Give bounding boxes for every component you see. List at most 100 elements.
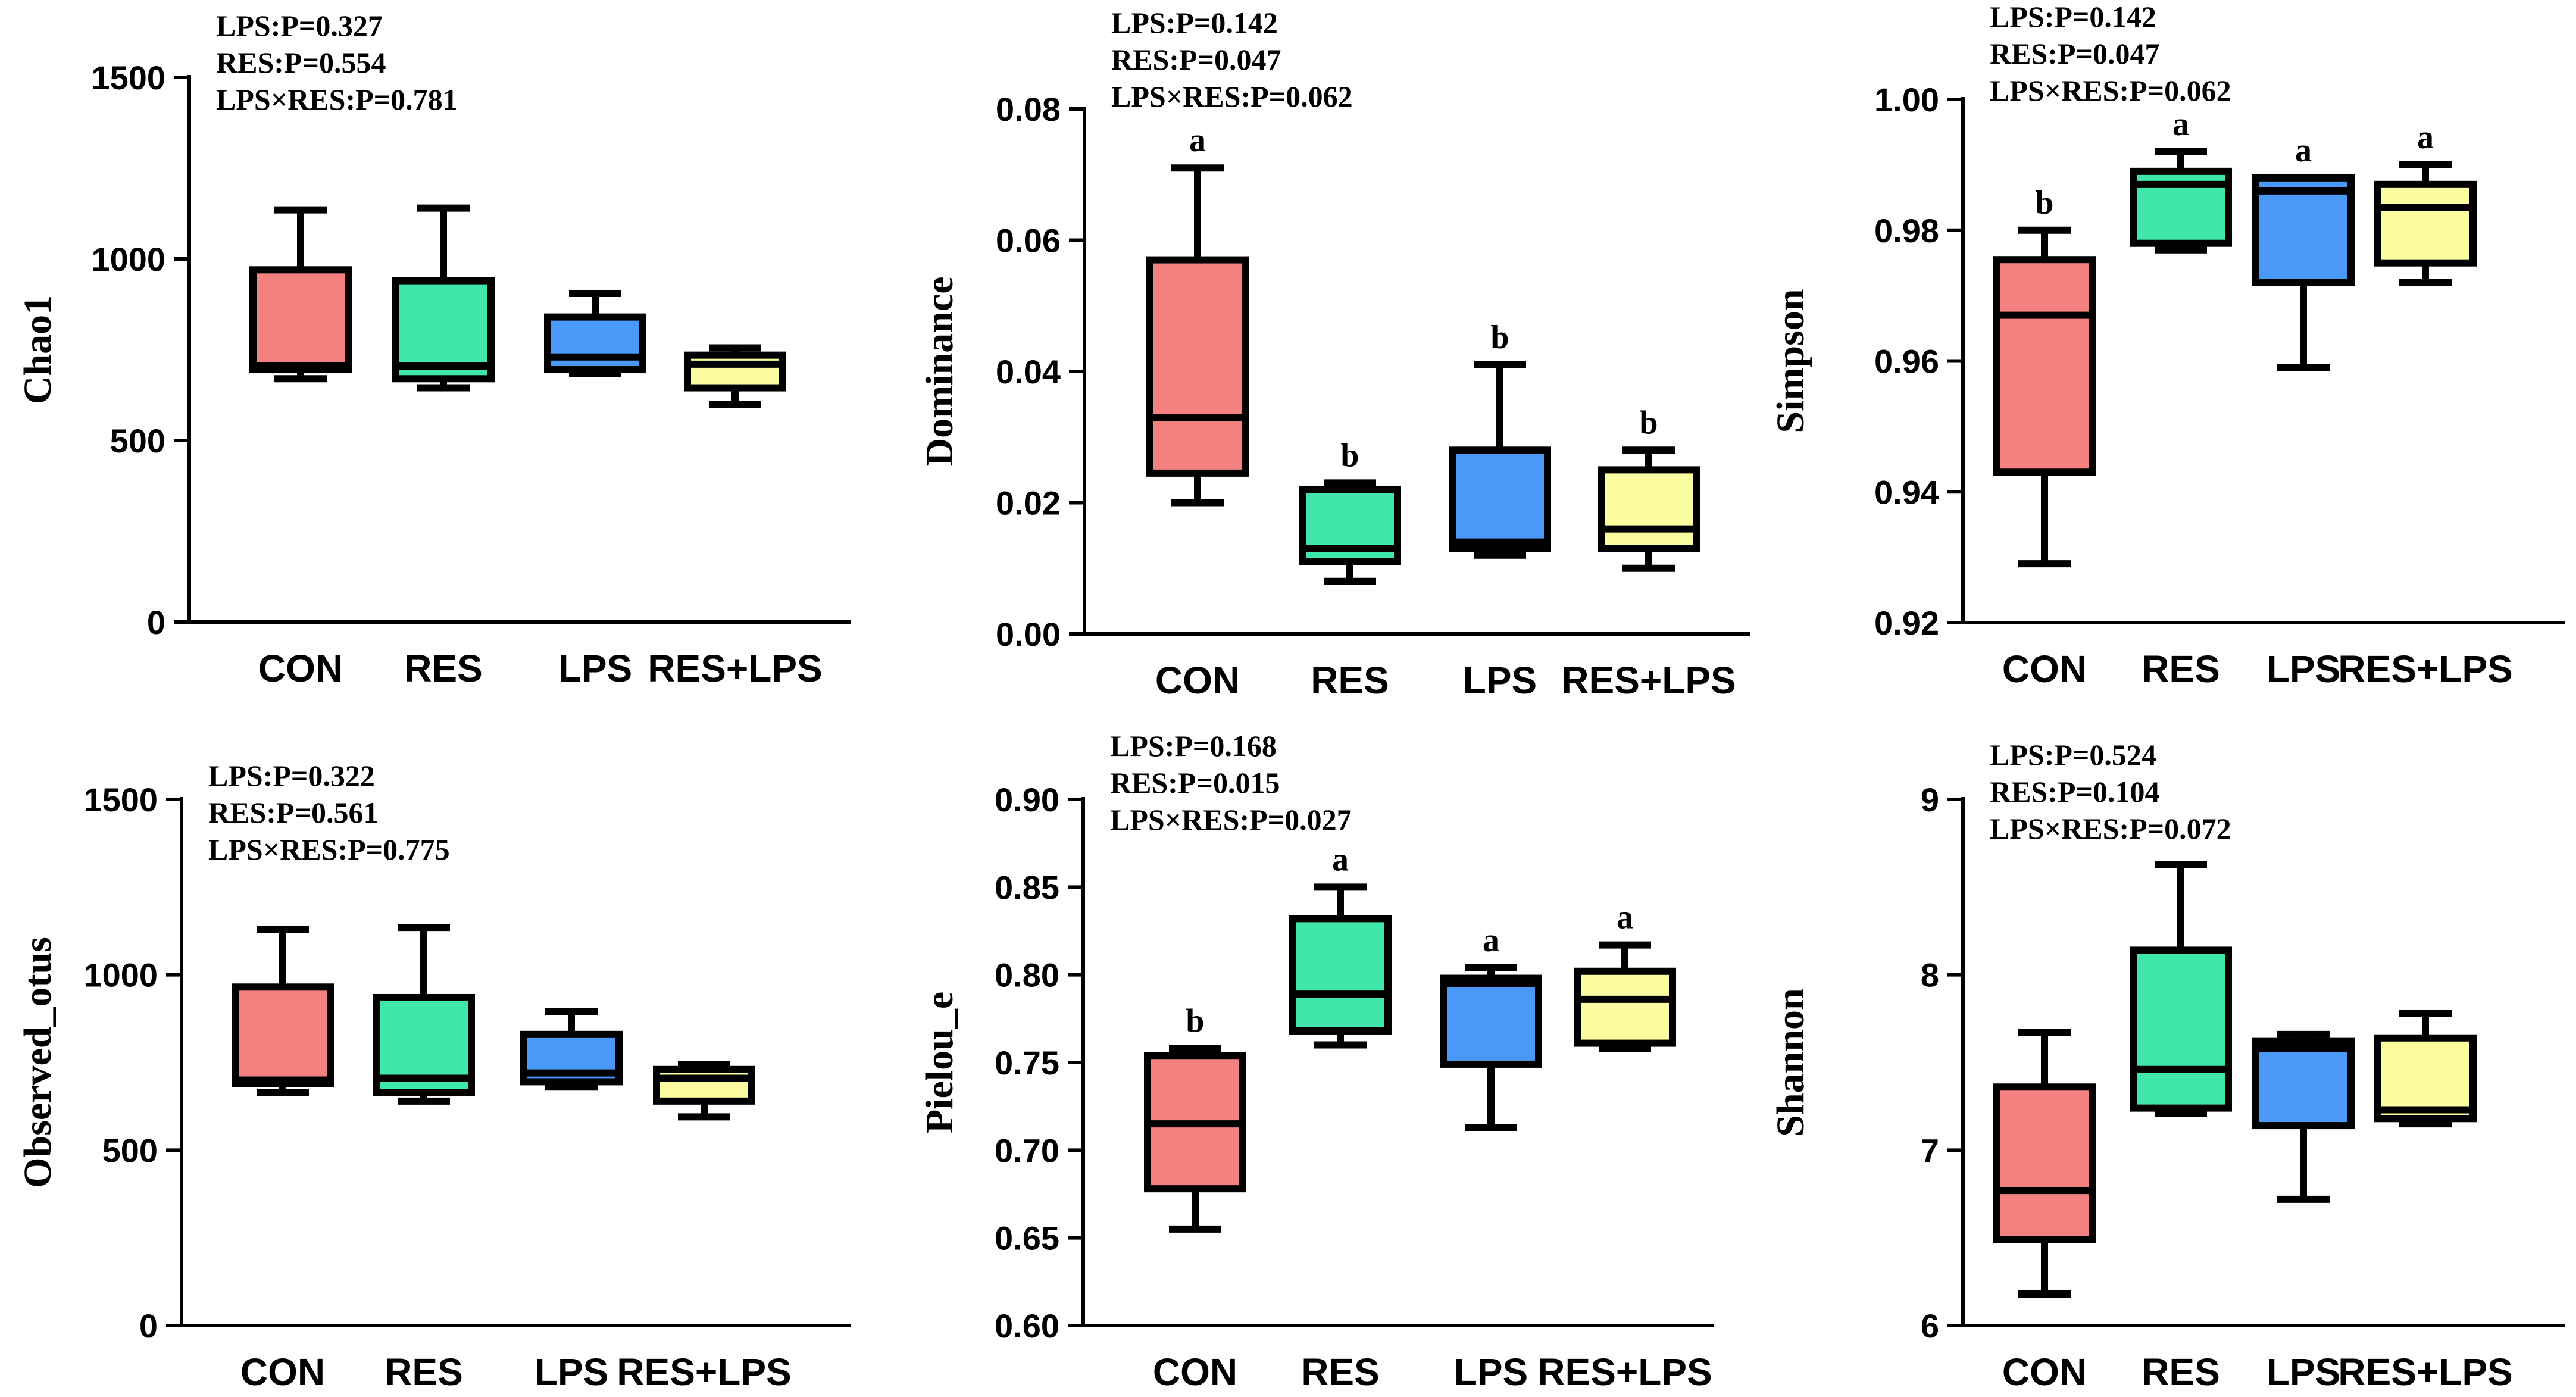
significance-letter: a — [2172, 106, 2189, 143]
y-tick-label: 0.94 — [1874, 473, 1939, 511]
p-value-annotation: RES:P=0.104 — [1990, 775, 2159, 808]
y-tick-label: 0.65 — [995, 1220, 1059, 1257]
y-tick-label: 0.70 — [995, 1132, 1059, 1169]
iqr-box — [392, 277, 495, 383]
x-category-label: RES — [1311, 659, 1389, 702]
y-tick-label: 0.98 — [1874, 212, 1939, 249]
box-lps — [544, 289, 646, 377]
box-con — [1993, 1029, 2096, 1298]
x-category-label: LPS — [2266, 648, 2340, 690]
box-con — [249, 206, 352, 383]
x-category-label: CON — [1153, 1351, 1237, 1393]
iqr-box — [2252, 174, 2355, 286]
y-axis-title: Simpson — [1769, 289, 1812, 433]
iqr-box — [2374, 180, 2477, 267]
y-tick-label: 0 — [139, 1307, 158, 1345]
y-tick-label: 8 — [1921, 957, 1939, 994]
y-axis-title: Chao1 — [16, 295, 60, 404]
y-tick-label: 0.92 — [1874, 604, 1939, 642]
p-value-annotation: LPS:P=0.142 — [1111, 6, 1278, 39]
iqr-box — [1146, 256, 1249, 477]
box-res-lps — [1598, 446, 1700, 572]
x-category-label: RES — [404, 647, 483, 690]
x-category-label: LPS — [1463, 659, 1537, 702]
iqr-box — [1449, 446, 1551, 552]
box-con — [232, 926, 334, 1096]
y-tick-label: 0.75 — [995, 1044, 1059, 1082]
iqr-box — [1289, 915, 1392, 1035]
y-tick-label: 6 — [1921, 1307, 1939, 1345]
iqr-box — [1993, 1083, 2096, 1243]
x-category-label: CON — [1155, 659, 1240, 702]
p-value-annotation: LPS:P=0.322 — [208, 759, 375, 792]
box-lps — [1440, 964, 1542, 1132]
significance-letter: b — [1340, 437, 1359, 474]
x-category-label: RES+LPS — [1561, 659, 1736, 702]
y-axis-title: Pielou_e — [918, 992, 961, 1133]
p-value-annotation: LPS×RES:P=0.062 — [1990, 74, 2231, 107]
box-con — [1146, 164, 1249, 507]
y-tick-label: 0.96 — [1874, 343, 1939, 380]
y-tick-label: 1.00 — [1874, 81, 1939, 118]
x-category-label: CON — [2002, 1351, 2087, 1393]
iqr-box — [684, 351, 786, 392]
y-tick-label: 0.04 — [996, 353, 1061, 390]
x-category-label: RES+LPS — [2338, 1351, 2512, 1393]
panel-observed-otus: 0 500 1000 1500 Observed_otus CON RES LPS RES+LP… — [16, 759, 851, 1393]
x-category-label: RES+LPS — [1537, 1351, 1712, 1393]
p-value-annotation: LPS:P=0.142 — [1990, 0, 2156, 33]
significance-letter: b — [1639, 404, 1658, 441]
significance-letter: a — [1617, 899, 1633, 936]
iqr-box — [544, 313, 646, 374]
y-tick-label: 1000 — [91, 240, 165, 278]
p-value-annotation: RES:P=0.554 — [216, 46, 386, 79]
box-con — [1993, 226, 2096, 568]
p-value-annotation: RES:P=0.015 — [1110, 766, 1280, 799]
significance-letter: a — [2417, 119, 2434, 156]
x-category-label: CON — [258, 647, 343, 690]
iqr-box — [653, 1065, 755, 1105]
iqr-box — [232, 983, 334, 1087]
y-tick-label: 500 — [102, 1132, 158, 1169]
x-category-label: LPS — [534, 1351, 608, 1393]
box-res-lps — [2374, 161, 2477, 286]
iqr-box — [2130, 946, 2232, 1112]
y-tick-label: 0.80 — [995, 957, 1059, 994]
box-res-lps — [2374, 1010, 2477, 1128]
box-res — [2130, 148, 2232, 254]
box-res — [392, 204, 495, 392]
y-tick-label: 1500 — [83, 781, 158, 818]
significance-letter: a — [2295, 132, 2312, 169]
y-tick-label: 0.02 — [996, 485, 1061, 522]
x-category-label: LPS — [558, 647, 632, 690]
significance-letter: b — [1490, 319, 1509, 356]
x-category-label: RES — [384, 1351, 463, 1393]
y-axis-title: Observed_otus — [16, 937, 60, 1188]
x-category-label: LPS — [1454, 1351, 1528, 1393]
panel-dominance: 0.00 0.02 0.04 0.06 0.08 Dominance CON a RES b LPS… — [918, 6, 1750, 702]
iqr-box — [1598, 466, 1700, 552]
y-tick-label: 1000 — [83, 957, 158, 994]
y-tick-label: 0.60 — [995, 1307, 1059, 1345]
p-value-annotation: LPS×RES:P=0.062 — [1111, 80, 1353, 113]
p-value-annotation: LPS×RES:P=0.781 — [216, 83, 458, 116]
y-tick-label: 0.08 — [996, 90, 1061, 128]
significance-letter: a — [1189, 122, 1206, 159]
box-res — [1289, 883, 1392, 1049]
x-category-label: RES+LPS — [2338, 648, 2512, 690]
box-lps — [2252, 174, 2355, 371]
x-category-label: CON — [2002, 648, 2087, 690]
iqr-box — [249, 266, 352, 374]
p-value-annotation: LPS:P=0.327 — [216, 9, 383, 42]
p-value-annotation: LPS×RES:P=0.027 — [1110, 803, 1352, 836]
iqr-box — [1440, 974, 1542, 1068]
p-value-annotation: RES:P=0.047 — [1990, 37, 2159, 70]
box-res — [373, 924, 475, 1105]
panel-pielou-e: 0.60 0.65 0.70 0.75 0.80 0.85 0.90 Pielou_e CON b… — [918, 729, 1714, 1393]
p-value-annotation: LPS:P=0.168 — [1110, 729, 1277, 762]
panel-chao1: 0 500 1000 1500 Chao1 CON RES LPS RES+LPS LPS:P=0… — [16, 9, 851, 690]
box-lps — [2252, 1030, 2355, 1203]
significance-letter: b — [2035, 185, 2053, 221]
y-tick-label: 1500 — [91, 59, 165, 96]
